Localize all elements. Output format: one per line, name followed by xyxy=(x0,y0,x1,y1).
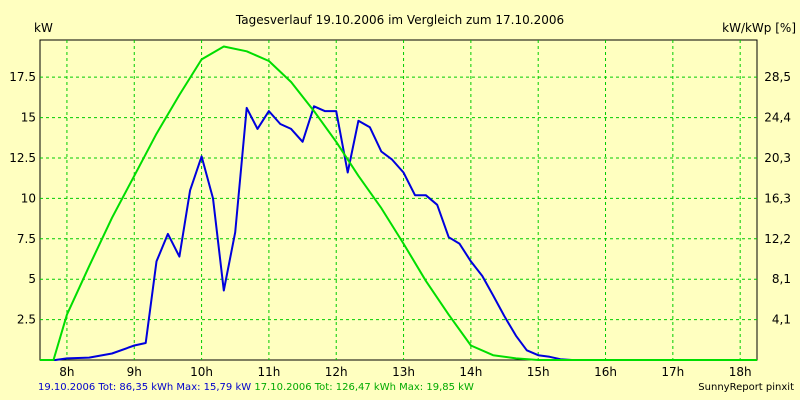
y-tick-label-right: 4,1 xyxy=(772,313,791,327)
y-tick-label-left: 5 xyxy=(28,272,36,286)
x-tick-label: 11h xyxy=(257,365,280,379)
y-axis-left-label: kW xyxy=(34,21,53,35)
series-group xyxy=(40,45,757,361)
y-tick-label-left: 2.5 xyxy=(17,313,36,327)
x-tick-label: 13h xyxy=(392,365,415,379)
x-tick-label: 14h xyxy=(459,365,482,379)
y-tick-label-right: 28,5 xyxy=(764,70,791,84)
legend-green-series: 17.10.2006 Tot: 126,47 kWh Max: 19,85 kW xyxy=(254,382,474,393)
y-tick-label-left: 17.5 xyxy=(9,70,36,84)
x-tick-label: 16h xyxy=(594,365,617,379)
y-tick-label-right: 20,3 xyxy=(764,151,791,165)
y-tick-label-left: 12.5 xyxy=(9,151,36,165)
footer-credit: SunnyReport pinxit xyxy=(698,382,794,393)
legend-blue-series: 19.10.2006 Tot: 86,35 kWh Max: 15,79 kW xyxy=(38,382,252,393)
chart-title: Tagesverlauf 19.10.2006 im Vergleich zum… xyxy=(235,13,564,27)
x-tick-label: 15h xyxy=(527,365,550,379)
y-tick-label-right: 24,4 xyxy=(764,111,791,125)
y-tick-label-right: 16,3 xyxy=(764,191,791,205)
x-tick-label: 9h xyxy=(127,365,142,379)
x-tick-label: 8h xyxy=(59,365,74,379)
y-tick-label-left: 10 xyxy=(21,191,36,205)
x-tick-label: 18h xyxy=(729,365,752,379)
footer-legend: 19.10.2006 Tot: 86,35 kWh Max: 15,79 kW … xyxy=(38,382,474,393)
x-tick-label: 17h xyxy=(661,365,684,379)
series-line-green xyxy=(40,45,757,361)
x-tick-label: 10h xyxy=(190,365,213,379)
y-axis-right-label: kW/kWp [%] xyxy=(722,21,796,35)
grid xyxy=(40,40,757,360)
plot-area xyxy=(39,39,758,361)
y-tick-label-left: 15 xyxy=(21,111,36,125)
x-tick-label: 12h xyxy=(325,365,348,379)
y-tick-label-left: 7.5 xyxy=(17,232,36,246)
y-tick-label-right: 8,1 xyxy=(772,272,791,286)
tick-labels: 8h 9h 10h 11h 12h 13h 14h 15h 16h 17h 18h 2.5 4,1 5 8,… xyxy=(9,70,791,379)
y-tick-label-right: 12,2 xyxy=(764,232,791,246)
